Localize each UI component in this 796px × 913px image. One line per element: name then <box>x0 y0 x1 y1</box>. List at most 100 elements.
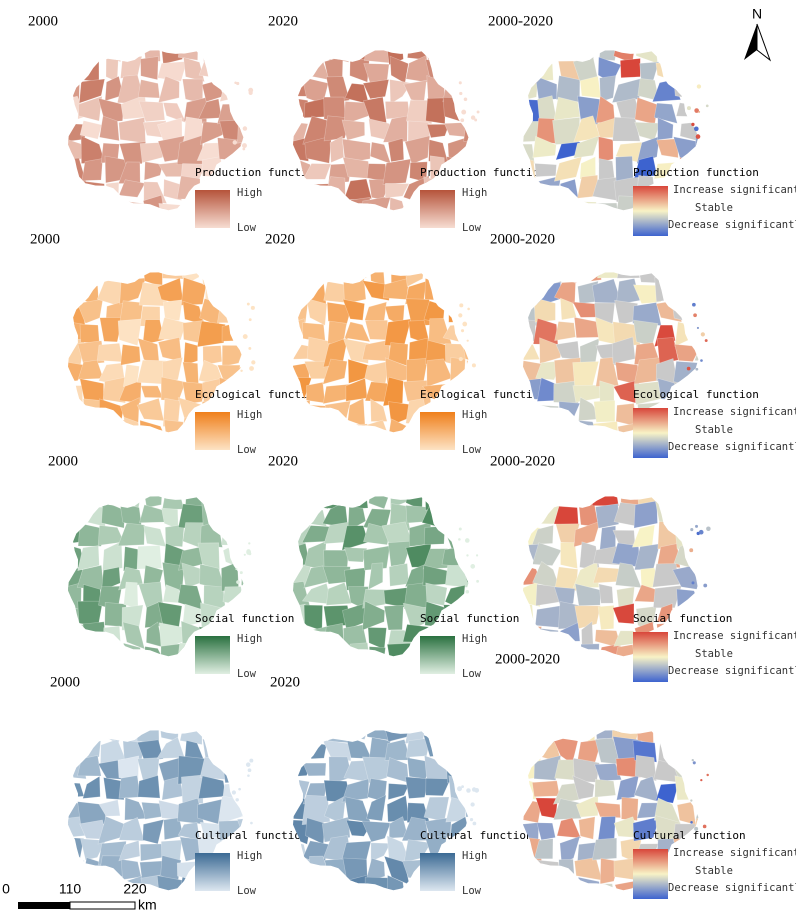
district <box>165 899 179 913</box>
district <box>613 701 641 725</box>
district <box>102 540 123 572</box>
district <box>68 736 81 764</box>
district <box>196 320 226 348</box>
district <box>388 563 410 587</box>
island <box>695 367 699 371</box>
district <box>552 496 579 505</box>
district <box>594 778 617 798</box>
district <box>37 586 61 609</box>
district <box>389 55 409 84</box>
district <box>382 277 410 300</box>
district <box>493 880 521 905</box>
district <box>199 462 227 484</box>
district <box>239 522 244 551</box>
district <box>572 775 595 800</box>
district <box>302 762 327 777</box>
district <box>405 737 431 758</box>
district <box>632 284 662 304</box>
island <box>470 802 475 807</box>
district <box>552 695 579 720</box>
district <box>201 501 226 527</box>
district <box>555 272 583 282</box>
district <box>217 501 244 529</box>
map <box>287 466 469 691</box>
district <box>534 897 558 913</box>
district <box>122 200 146 211</box>
district <box>287 467 312 488</box>
district <box>345 19 368 36</box>
district <box>217 302 244 324</box>
district <box>141 496 163 509</box>
legend-label: Low <box>462 885 482 897</box>
function-label: Ecological function <box>633 388 759 401</box>
district <box>494 117 519 144</box>
district <box>238 58 244 84</box>
district <box>523 857 539 881</box>
district <box>68 385 84 407</box>
district <box>157 75 180 104</box>
district <box>117 662 144 686</box>
district <box>158 730 180 742</box>
district <box>157 61 188 82</box>
district <box>592 421 619 433</box>
district <box>77 755 102 777</box>
legend-ramp <box>633 849 668 899</box>
district <box>494 562 519 587</box>
district <box>428 730 445 738</box>
district <box>495 857 521 878</box>
district <box>580 464 594 489</box>
district <box>404 135 431 165</box>
district <box>244 18 264 42</box>
district <box>98 700 125 721</box>
district <box>293 496 308 511</box>
district <box>523 420 542 433</box>
district <box>431 701 452 718</box>
district <box>464 737 469 762</box>
function-label: Production function <box>420 166 546 179</box>
district <box>305 466 329 489</box>
district <box>66 238 81 264</box>
district <box>445 899 468 913</box>
district <box>557 444 573 467</box>
legend-label: Increase significantly <box>673 630 796 642</box>
district <box>384 318 412 347</box>
scale-bar-black <box>18 902 70 909</box>
district <box>361 195 392 211</box>
district <box>237 506 244 531</box>
district <box>121 442 146 464</box>
district <box>323 622 345 652</box>
legend-label: Decrease significantly <box>668 441 796 453</box>
legend-label: Stable <box>695 648 733 660</box>
district <box>237 116 244 144</box>
district <box>161 357 183 385</box>
district <box>652 585 683 609</box>
district <box>78 272 101 285</box>
district <box>43 508 63 531</box>
district <box>303 696 329 721</box>
district <box>363 96 387 124</box>
district <box>443 525 467 550</box>
district <box>370 398 388 422</box>
island <box>242 143 247 149</box>
island <box>460 329 465 333</box>
district <box>386 663 407 691</box>
district <box>238 545 244 567</box>
panel-title: 2000-2020 <box>490 231 555 247</box>
district <box>143 161 164 181</box>
district <box>599 525 616 551</box>
district <box>495 777 521 799</box>
district <box>537 878 559 891</box>
district <box>574 857 603 881</box>
district <box>80 462 103 487</box>
legend-label: High <box>462 850 487 862</box>
district <box>293 874 312 891</box>
district <box>660 50 679 65</box>
district <box>387 418 408 433</box>
island <box>458 527 462 531</box>
function-label: Ecological function <box>195 388 321 401</box>
district <box>621 796 639 821</box>
legend-label: Low <box>237 222 257 234</box>
district <box>39 565 66 586</box>
district <box>697 115 699 141</box>
